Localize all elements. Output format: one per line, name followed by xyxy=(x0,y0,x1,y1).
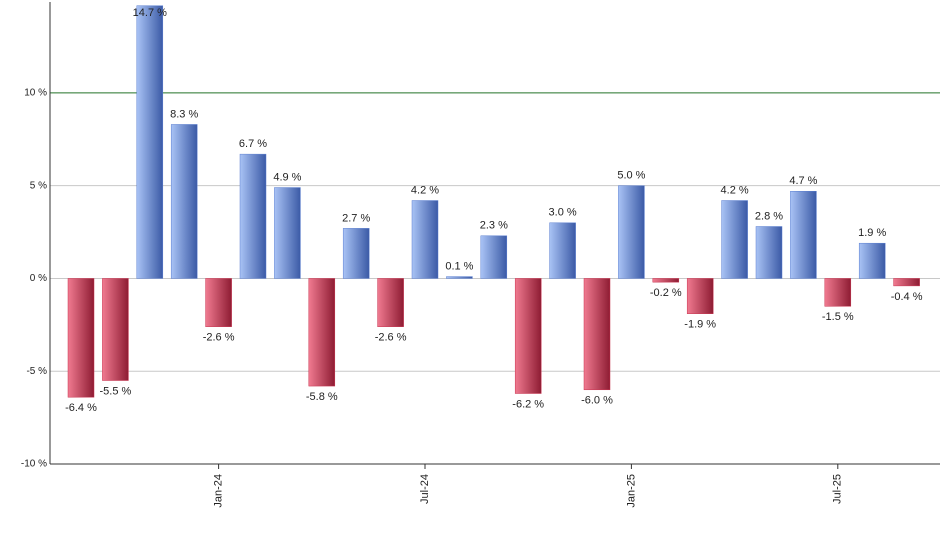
data-label: 0.1 % xyxy=(445,261,473,273)
bar xyxy=(893,278,920,287)
data-label: -0.2 % xyxy=(650,287,682,299)
data-label: -1.5 % xyxy=(822,311,854,323)
bar xyxy=(377,278,404,327)
y-tick-label: -5 % xyxy=(26,366,47,377)
bar xyxy=(342,228,370,279)
data-label: -6.4 % xyxy=(65,402,97,414)
data-label: -5.5 % xyxy=(100,385,132,397)
bar xyxy=(549,222,576,279)
data-label: 4.2 % xyxy=(721,184,749,196)
bar xyxy=(652,278,680,283)
data-label: 5.0 % xyxy=(617,170,645,182)
x-tick-label: Jul-24 xyxy=(419,474,431,504)
bar xyxy=(446,276,473,279)
bar xyxy=(790,191,817,279)
data-label: 14.7 % xyxy=(133,7,167,19)
y-tick-label: 10 % xyxy=(24,88,47,99)
data-label: -0.4 % xyxy=(891,291,923,303)
data-label: 2.7 % xyxy=(342,212,370,224)
data-label: -5.8 % xyxy=(306,391,338,403)
bar xyxy=(721,200,748,279)
bar xyxy=(755,226,783,279)
bar xyxy=(583,278,611,391)
bar xyxy=(514,278,542,394)
bar xyxy=(136,5,164,279)
bar xyxy=(824,278,852,307)
bar xyxy=(858,242,886,279)
data-label: 4.2 % xyxy=(411,184,439,196)
data-label: -6.2 % xyxy=(512,398,544,410)
data-label: 8.3 % xyxy=(170,108,198,120)
y-tick-label: 0 % xyxy=(30,273,47,284)
bar xyxy=(411,200,439,279)
bar xyxy=(102,278,129,381)
data-label: 2.3 % xyxy=(480,220,508,232)
bar xyxy=(67,278,95,398)
x-tick-label: Jan-25 xyxy=(625,474,637,508)
data-label: -1.9 % xyxy=(684,319,716,331)
y-tick-label: 5 % xyxy=(30,180,47,191)
bar xyxy=(274,187,301,279)
data-label: 4.9 % xyxy=(273,171,301,183)
data-label: -2.6 % xyxy=(203,332,235,344)
data-label: 4.7 % xyxy=(789,175,817,187)
bar xyxy=(239,153,267,279)
data-label: 3.0 % xyxy=(549,207,577,219)
data-label: -6.0 % xyxy=(581,395,613,407)
bar xyxy=(480,235,508,279)
data-label: -2.6 % xyxy=(375,332,407,344)
bar xyxy=(170,124,198,279)
y-tick-label: -10 % xyxy=(21,459,47,470)
bar xyxy=(618,185,645,279)
data-label: 1.9 % xyxy=(858,227,886,239)
bar xyxy=(308,278,336,387)
x-tick-label: Jan-24 xyxy=(213,474,225,508)
bar xyxy=(686,278,714,314)
x-tick-label: Jul-25 xyxy=(832,474,844,504)
data-label: 6.7 % xyxy=(239,138,267,150)
bar xyxy=(205,278,232,327)
data-label: 2.8 % xyxy=(755,210,783,222)
